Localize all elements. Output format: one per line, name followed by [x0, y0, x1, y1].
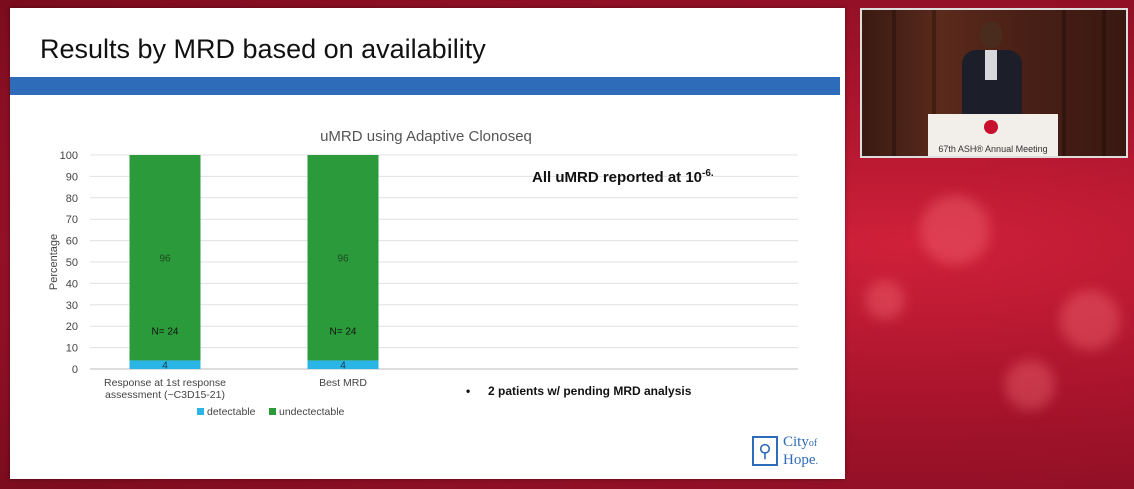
legend-swatch-undectectable	[269, 408, 276, 415]
bar-detectable-0	[129, 360, 201, 369]
chart-title: uMRD using Adaptive Clonoseq	[320, 128, 532, 145]
y-tick-label: 70	[66, 214, 78, 226]
ash-emblem-icon	[984, 120, 998, 134]
bar-undectectable-0	[129, 155, 201, 361]
x-category-label: assessment (~C3D15-21)	[105, 389, 225, 401]
legend-label: undectectable	[279, 406, 345, 418]
bar-value-label: 4	[162, 361, 168, 372]
speaker-shirt	[985, 50, 997, 80]
y-tick-label: 80	[66, 193, 78, 205]
x-category-label: Best MRD	[319, 377, 367, 389]
pending-bullet: • 2 patients w/ pending MRD analysis	[466, 384, 691, 398]
x-category-label: Response at 1st response	[104, 377, 226, 389]
curtain-fold	[1102, 10, 1106, 156]
bullet-text: 2 patients w/ pending MRD analysis	[488, 384, 692, 398]
slide-title: Results by MRD based on availability	[40, 34, 486, 64]
y-tick-label: 60	[66, 236, 78, 248]
bullet-symbol: •	[466, 384, 471, 398]
logo-line2: Hope	[783, 452, 816, 468]
curtain-fold	[932, 10, 936, 156]
bar-value-label: 96	[159, 254, 171, 265]
callout-text: All uMRD reported at 10	[532, 169, 703, 186]
callout-exponent: -6.	[702, 168, 714, 179]
bar-undectectable-1	[307, 155, 379, 361]
title-accent-bar	[10, 77, 840, 95]
logo-line1: City	[783, 434, 809, 450]
legend-swatch-detectable	[197, 408, 204, 415]
background-bokeh	[865, 280, 905, 320]
stacked-bar-chart: uMRD using Adaptive Clonoseq 0 10 20 30 40 50 6…	[48, 128, 798, 418]
bar-value-label: 96	[337, 254, 349, 265]
background-bokeh	[1060, 290, 1120, 350]
presentation-slide: Results by MRD based on availability uMR…	[10, 8, 845, 479]
logo-line2-small: .	[815, 456, 819, 467]
y-tick-label: 30	[66, 300, 78, 312]
y-tick-label: 50	[66, 257, 78, 269]
bar-detectable-1	[307, 360, 379, 369]
umrd-callout: All uMRD reported at 10-6.	[532, 168, 714, 186]
background-bokeh	[920, 195, 990, 265]
legend-label: detectable	[207, 406, 256, 418]
sample-size-label: N= 24	[330, 326, 357, 337]
logo-figures-icon: ⚲	[752, 436, 778, 466]
curtain-fold	[892, 10, 896, 156]
logo-line1-small: of	[808, 438, 818, 449]
podium: 67th ASH® Annual Meeting	[928, 114, 1058, 156]
curtain-fold	[1062, 10, 1066, 156]
y-axis-label: Percentage	[48, 234, 60, 290]
y-tick-label: 10	[66, 343, 78, 355]
logo-text: Cityof Hope.	[783, 434, 818, 470]
background-bokeh	[1005, 360, 1055, 410]
y-tick-label: 20	[66, 321, 78, 333]
speaker-video-feed: 67th ASH® Annual Meeting	[860, 8, 1128, 158]
speaker-head	[980, 22, 1002, 48]
podium-caption: 67th ASH® Annual Meeting	[938, 144, 1048, 154]
y-tick-label: 0	[72, 364, 78, 376]
y-tick-label: 40	[66, 278, 78, 290]
city-of-hope-logo: ⚲ Cityof Hope.	[752, 434, 840, 470]
bar-value-label: 4	[340, 361, 346, 372]
y-tick-label: 100	[60, 150, 78, 162]
sample-size-label: N= 24	[152, 326, 179, 337]
y-tick-label: 90	[66, 171, 78, 183]
